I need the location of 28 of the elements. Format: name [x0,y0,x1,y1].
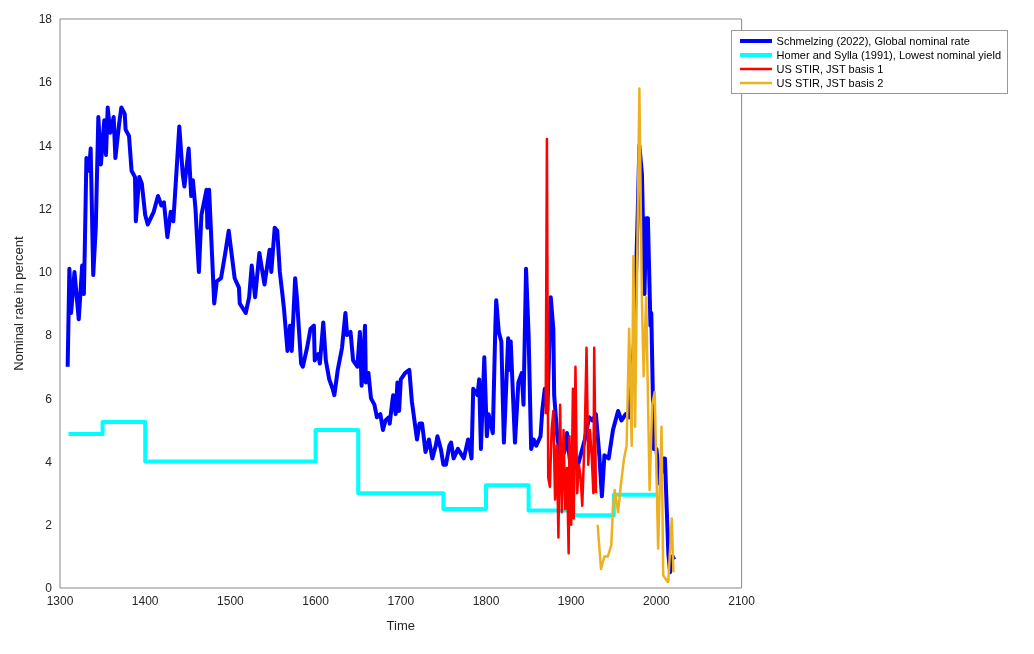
y-tick-label: 2 [45,518,53,533]
legend-label: Schmelzing (2022), Global nominal rate [776,34,970,48]
x-tick-label: 1700 [387,593,415,608]
legend-label: US STIR, JST basis 2 [776,76,884,90]
y-tick-label: 4 [45,454,53,469]
y-tick-label: 0 [45,581,53,596]
y-tick-label: 10 [38,265,53,280]
y-axis-title: Nominal rate in percent [10,235,26,371]
x-tick-label: 1300 [46,593,74,608]
x-tick-label: 2000 [643,593,671,608]
x-tick-label: 2100 [728,593,756,608]
x-tick-label: 1600 [302,593,330,608]
line-series [544,137,598,555]
y-tick-label: 18 [38,12,53,27]
x-tick-label: 1500 [217,593,245,608]
y-tick-label: 8 [45,328,53,343]
legend-label: Homer and Sylla (1991), Lowest nominal yield [776,48,1001,62]
line-series [65,105,677,575]
y-tick-label: 6 [45,391,53,406]
x-axis-title: Time [386,618,416,633]
y-tick-label: 16 [38,75,53,90]
y-tick-label: 12 [38,201,53,216]
legend-label: US STIR, JST basis 1 [776,62,884,76]
x-tick-label: 1900 [557,593,585,608]
y-tick-label: 14 [38,138,53,153]
x-tick-label: 1800 [472,593,500,608]
x-tick-label: 1400 [131,593,159,608]
line-series [596,87,675,583]
